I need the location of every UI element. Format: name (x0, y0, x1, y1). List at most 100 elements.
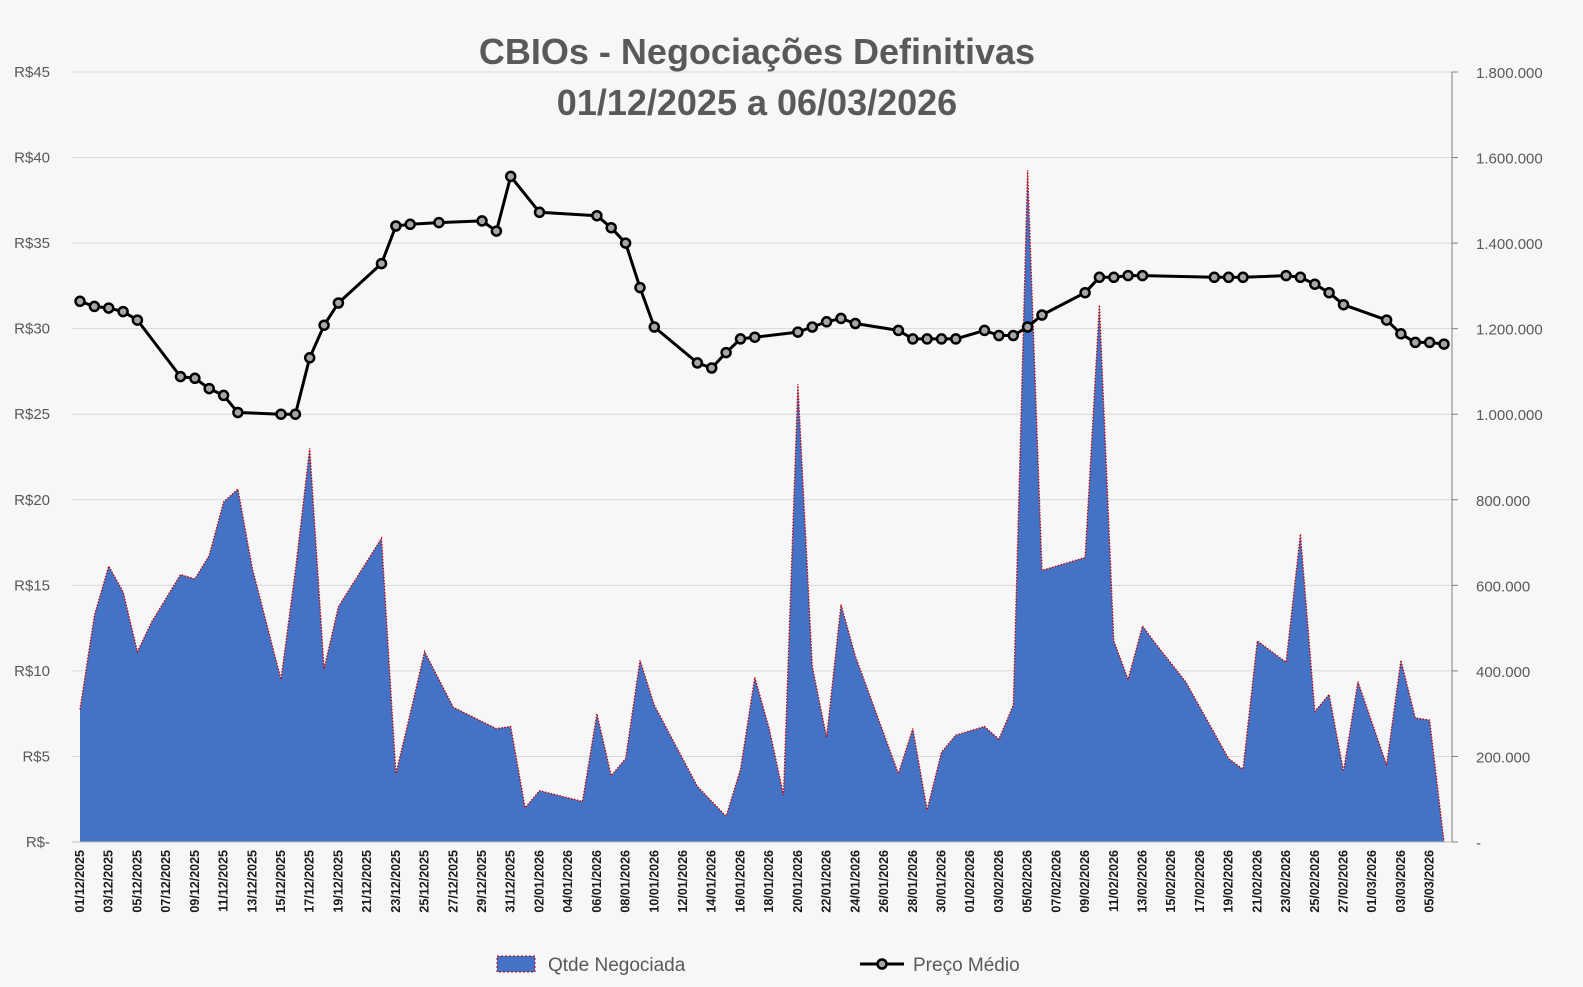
area-edge-qtde-negociada (79, 170, 1445, 843)
preco-point (1036, 309, 1048, 321)
x-tick-label: 04/01/2026 (561, 850, 575, 913)
preco-point (1136, 269, 1149, 282)
line-series-preco (74, 170, 1450, 420)
preco-point (978, 324, 991, 337)
x-tick-label: 22/01/2026 (820, 850, 834, 913)
x-tick-label: 21/12/2025 (360, 850, 374, 913)
x-tick-label: 12/01/2026 (676, 850, 690, 913)
preco-point (950, 333, 962, 345)
x-tick-label: 17/12/2025 (303, 850, 317, 913)
x-tick-label: 18/01/2026 (762, 850, 776, 913)
x-tick-label: 23/12/2025 (389, 850, 403, 913)
left-tick-label: R$15 (14, 577, 50, 594)
preco-point (232, 406, 244, 419)
left-tick-label: R$- (26, 834, 50, 851)
x-tick-label: 13/02/2026 (1136, 850, 1150, 913)
x-tick-label: 17/02/2026 (1193, 850, 1207, 913)
preco-point (1237, 271, 1249, 284)
preco-point (1079, 286, 1091, 299)
preco-point (1280, 269, 1292, 282)
left-tick-label: R$5 (22, 748, 50, 765)
preco-point (1222, 271, 1235, 284)
x-tick-label: 07/02/2026 (1049, 850, 1063, 913)
x-tick-label: 19/12/2025 (331, 850, 345, 913)
preco-point (303, 352, 316, 364)
preco-point (1380, 314, 1393, 326)
preco-point (1294, 271, 1307, 284)
x-tick-label: 09/02/2026 (1078, 850, 1092, 913)
preco-point (849, 317, 862, 330)
preco-point (935, 333, 948, 345)
x-tick-label: 13/12/2025 (245, 850, 259, 913)
x-tick-label: 23/02/2026 (1279, 850, 1293, 913)
preco-point (1309, 278, 1321, 290)
right-tick-label: 1.000.000 (1476, 407, 1543, 424)
preco-point (720, 346, 732, 359)
preco-point (1337, 298, 1350, 311)
x-tick-label: 01/02/2026 (963, 850, 977, 913)
preco-point (74, 295, 86, 308)
right-tick-label: 800.000 (1476, 493, 1530, 510)
x-tick-label: 11/02/2026 (1107, 850, 1121, 912)
preco-point (1007, 329, 1020, 342)
x-tick-label: 06/01/2026 (590, 850, 604, 913)
preco-point (289, 408, 302, 420)
preco-point (1208, 271, 1221, 284)
preco-point (433, 216, 445, 229)
x-tick-label: 08/01/2026 (619, 850, 633, 913)
preco-point (332, 297, 345, 309)
x-tick-label: 24/01/2026 (848, 850, 862, 913)
preco-point (174, 370, 187, 383)
preco-point (591, 209, 603, 222)
preco-point (117, 305, 129, 318)
preco-point (921, 333, 933, 345)
left-tick-label: R$20 (14, 492, 50, 509)
preco-point (1409, 336, 1422, 349)
preco-point (533, 206, 546, 219)
preco-point (375, 257, 388, 270)
right-tick-label: 200.000 (1476, 749, 1530, 766)
preco-point (404, 218, 416, 231)
x-tick-label: 03/02/2026 (992, 850, 1006, 913)
preco-point (88, 300, 101, 313)
x-tick-label: 16/01/2026 (734, 850, 748, 913)
left-tick-label: R$10 (14, 663, 50, 680)
x-tick-label: 25/12/2025 (418, 850, 432, 913)
x-tick-label: 26/01/2026 (877, 850, 891, 913)
x-tick-label: 14/01/2026 (705, 850, 719, 913)
preco-point (390, 220, 402, 232)
preco-point (203, 382, 215, 395)
right-tick-label: 400.000 (1476, 664, 1530, 681)
x-tick-label: 05/02/2026 (1021, 850, 1035, 913)
x-tick-label: 07/12/2025 (159, 850, 173, 913)
right-tick-label: 1.200.000 (1476, 322, 1543, 339)
left-tick-label: R$30 (14, 321, 50, 338)
legend-swatch-qtde (496, 955, 536, 973)
preco-point (820, 316, 833, 328)
preco-point (749, 331, 761, 343)
chart-title-line1: CBIOs - Negociações Definitivas (479, 31, 1035, 72)
legend-swatch-preco-marker (876, 958, 888, 970)
preco-point (605, 221, 617, 234)
preco-point (907, 333, 919, 345)
preco-point (1122, 269, 1134, 282)
preco-point (1021, 321, 1034, 333)
preco-point (318, 319, 330, 331)
x-tick-label: 03/03/2026 (1394, 850, 1408, 913)
preco-point (189, 372, 201, 385)
preco-point (892, 324, 905, 337)
x-tick-label: 10/01/2026 (647, 850, 661, 913)
x-tick-label: 19/02/2026 (1222, 850, 1236, 913)
x-tick-label: 01/12/2025 (73, 850, 87, 913)
x-tick-label: 25/02/2026 (1308, 850, 1322, 913)
area-series-qtde (79, 170, 1445, 843)
x-tick-label: 20/01/2026 (791, 850, 805, 913)
right-tick-label: - (1476, 835, 1481, 852)
preco-point (619, 237, 632, 249)
preco-point (648, 321, 661, 333)
preco-point (691, 357, 704, 369)
chart-title-line2: 01/12/2025 a 06/03/2026 (557, 82, 957, 123)
x-tick-label: 09/12/2025 (188, 850, 202, 913)
